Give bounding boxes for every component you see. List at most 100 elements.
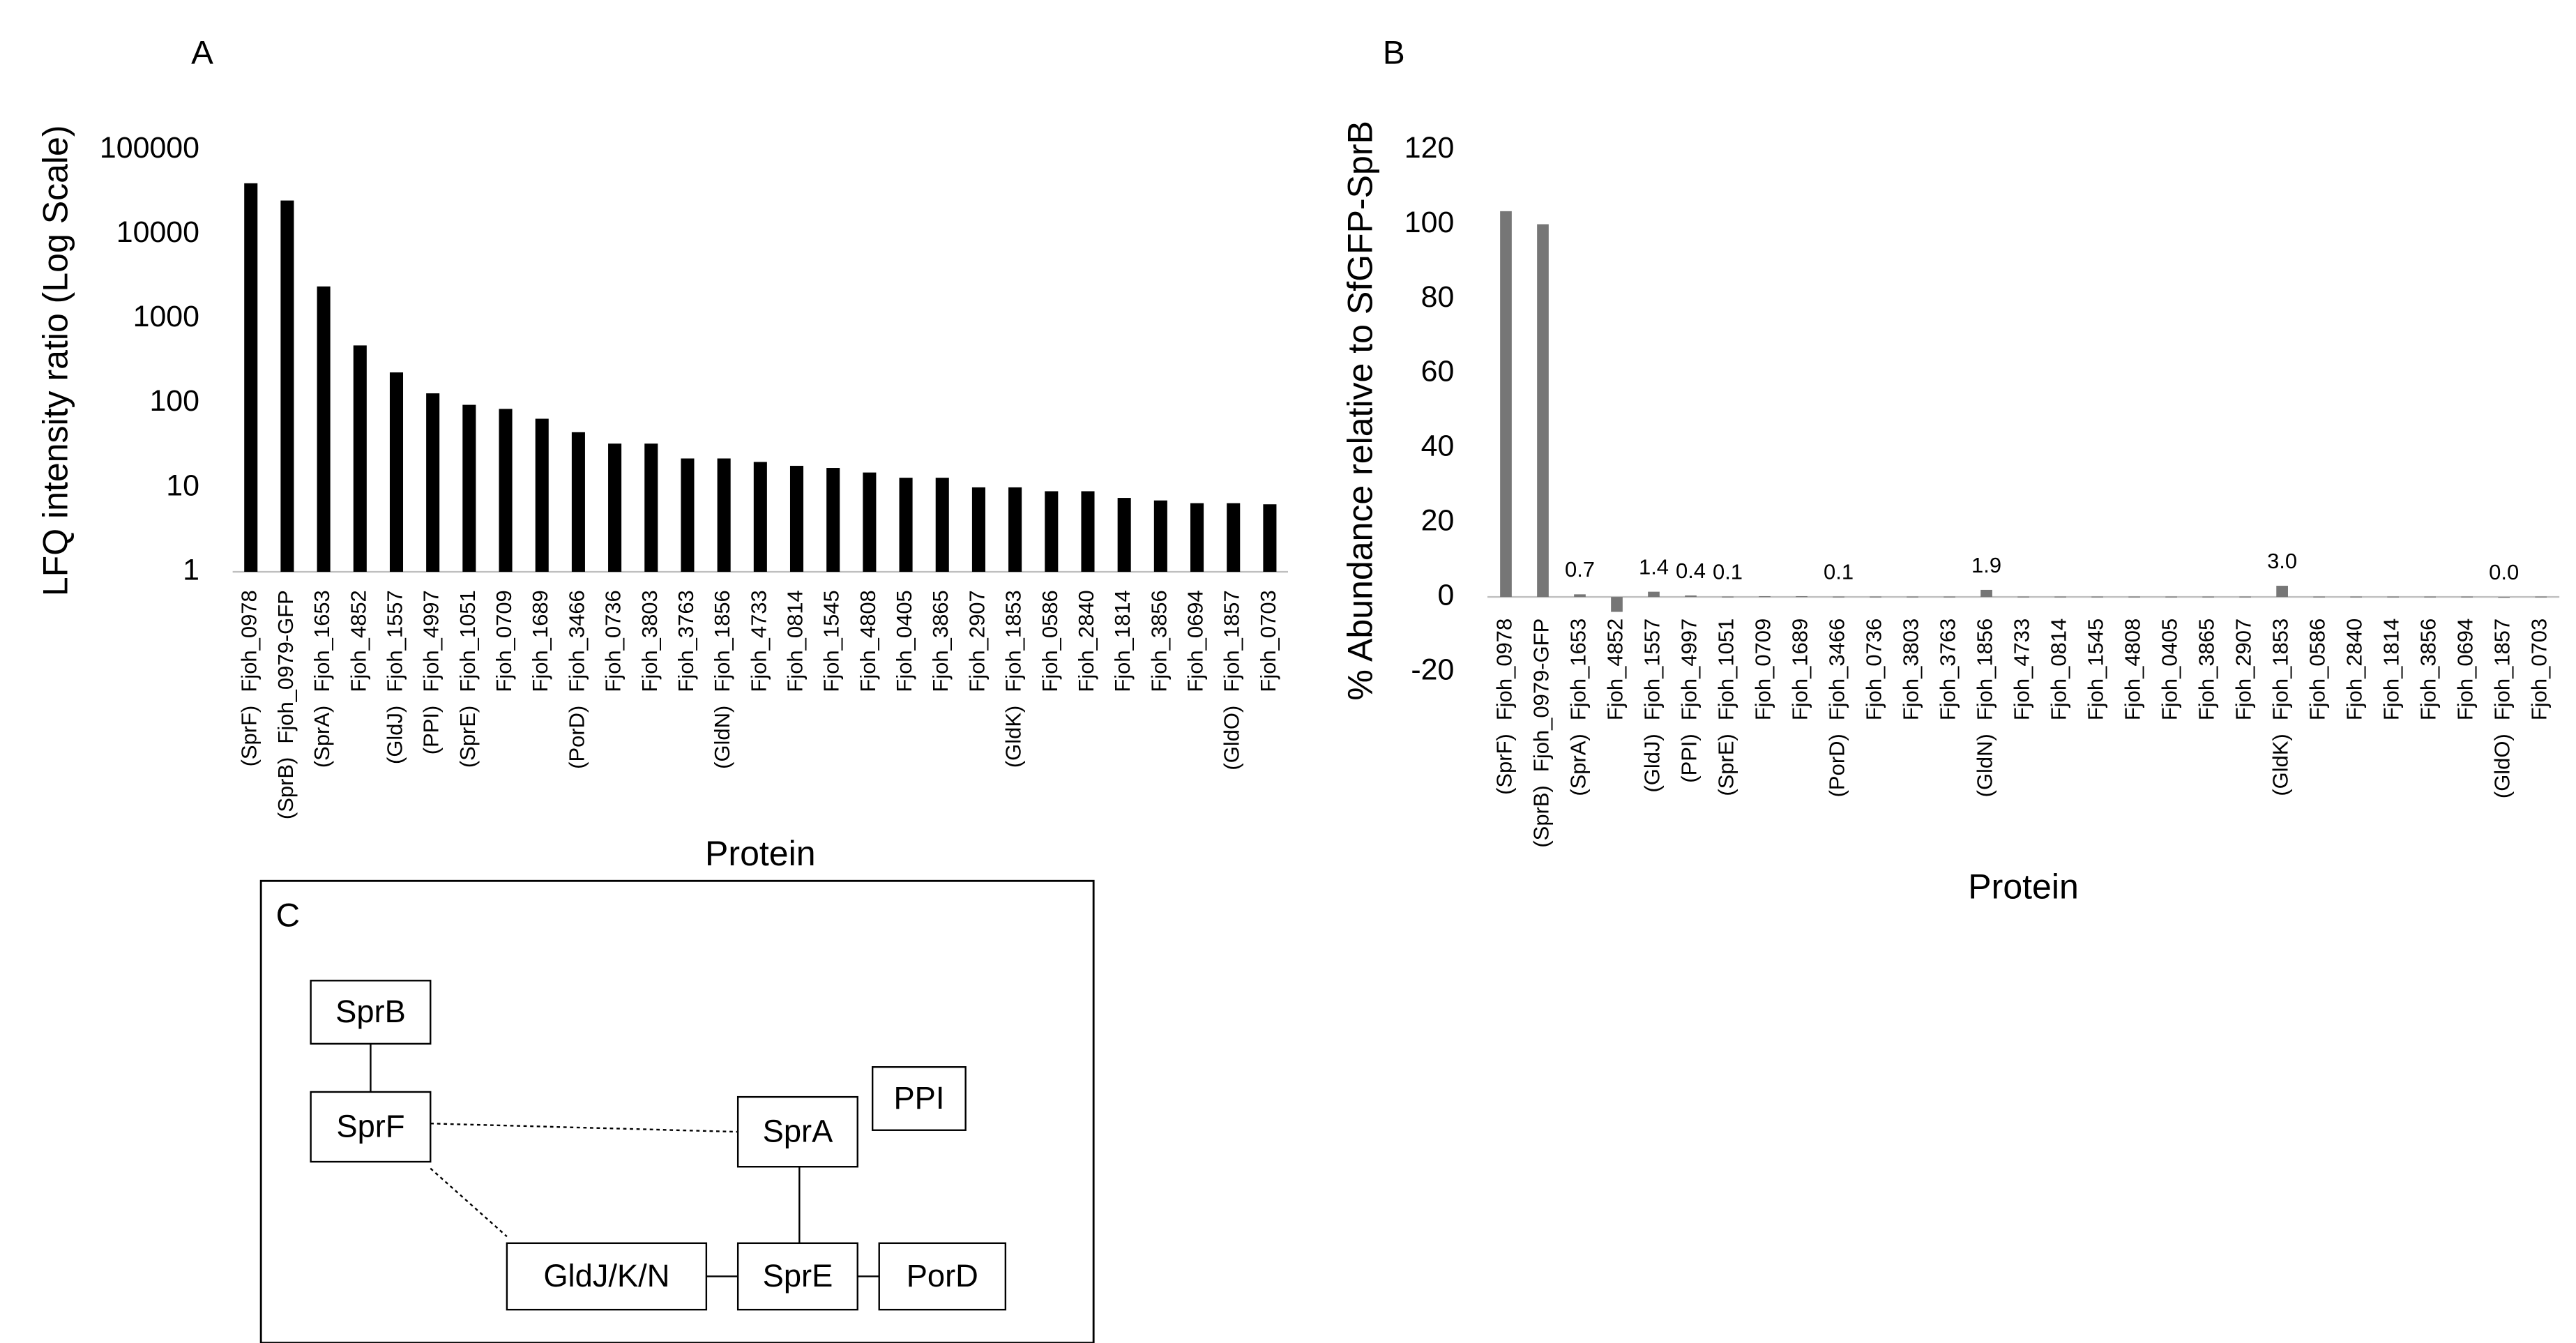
y-tick-label: -20 xyxy=(1411,653,1454,686)
x-tick-label: Fjoh_0736 xyxy=(1862,619,1886,720)
x-tick-label: (GldN) Fjoh_1856 xyxy=(710,590,734,769)
bar xyxy=(1045,491,1059,572)
category-name: Fjoh_3803 xyxy=(1899,619,1923,720)
x-tick-label: Fjoh_4852 xyxy=(1603,619,1628,720)
x-axis-title: Protein xyxy=(1968,867,2079,906)
bar xyxy=(1574,594,1586,598)
x-tick-label: Fjoh_0586 xyxy=(1038,590,1062,692)
bar xyxy=(863,472,877,572)
bar xyxy=(353,345,367,572)
category-name: Fjoh_2907 xyxy=(2232,619,2256,720)
category-name: Fjoh_4808 xyxy=(856,590,880,692)
node: PPI xyxy=(872,1066,967,1131)
category-name: Fjoh_0694 xyxy=(2453,619,2478,720)
category-name: Fjoh_3763 xyxy=(674,590,698,692)
category-name: Fjoh_1853 xyxy=(2268,619,2293,720)
bar xyxy=(753,462,767,572)
bar xyxy=(2165,596,2177,598)
bar xyxy=(1648,591,1660,598)
bar xyxy=(1227,503,1241,572)
x-tick-label: Fjoh_3803 xyxy=(637,590,662,692)
bar xyxy=(244,183,258,572)
x-tick-label: Fjoh_4852 xyxy=(346,590,370,692)
category-name: Fjoh_0709 xyxy=(492,590,516,692)
x-tick-label: (GldO) Fjoh_1857 xyxy=(2490,619,2515,798)
category-name: Fjoh_1814 xyxy=(1110,590,1135,692)
bar xyxy=(317,286,331,572)
category-alias: (PorD) xyxy=(565,706,589,769)
category-name: Fjoh_4852 xyxy=(346,590,370,692)
category-name: Fjoh_1051 xyxy=(455,590,480,692)
y-tick-label: 0 xyxy=(1437,578,1454,612)
bar xyxy=(1117,498,1131,572)
value-label: 1.9 xyxy=(1971,553,2001,577)
x-tick-label: Fjoh_2840 xyxy=(1074,590,1098,692)
category-name: Fjoh_3466 xyxy=(1825,619,1849,720)
category-alias: (GldN) xyxy=(1973,734,1997,797)
bar xyxy=(499,409,513,572)
x-tick-label: Fjoh_3803 xyxy=(1899,619,1923,720)
x-tick-label: (GldN) Fjoh_1856 xyxy=(1973,619,1997,798)
edge xyxy=(430,1123,738,1133)
x-tick-label: Fjoh_4733 xyxy=(747,590,771,692)
category-name: Fjoh_0736 xyxy=(601,590,626,692)
bar xyxy=(1722,596,1734,598)
bar xyxy=(280,200,294,572)
node: PorD xyxy=(878,1242,1007,1311)
category-name: Fjoh_1689 xyxy=(528,590,552,692)
bar xyxy=(2239,596,2251,598)
category-name: Fjoh_0814 xyxy=(2047,619,2071,720)
node: SprB xyxy=(310,980,432,1045)
category-name: Fjoh_4733 xyxy=(2010,619,2034,720)
category-name: Fjoh_4808 xyxy=(2121,619,2145,720)
x-tick-label: Fjoh_0405 xyxy=(892,590,916,692)
x-tick-label: (GldK) Fjoh_1853 xyxy=(1001,590,1026,768)
bar xyxy=(2387,596,2399,598)
category-alias: (GldK) xyxy=(1001,706,1026,768)
node-label: SprF xyxy=(336,1108,404,1144)
bar xyxy=(1190,503,1204,572)
panel-label: A xyxy=(191,34,213,71)
bar xyxy=(2128,596,2140,598)
category-name: Fjoh_1557 xyxy=(1640,619,1665,720)
x-tick-label: Fjoh_2840 xyxy=(2342,619,2367,720)
category-name: Fjoh_0736 xyxy=(1862,619,1886,720)
x-tick-label: Fjoh_1545 xyxy=(2084,619,2108,720)
x-tick-label: Fjoh_4808 xyxy=(856,590,880,692)
bar xyxy=(2054,596,2066,598)
category-name: Fjoh_1545 xyxy=(819,590,844,692)
category-name: Fjoh_0703 xyxy=(2527,619,2552,720)
category-alias: (SprF) xyxy=(237,706,262,767)
x-tick-label: Fjoh_3763 xyxy=(674,590,698,692)
bar xyxy=(1980,589,1992,598)
bar xyxy=(608,443,622,572)
category-alias: (GldJ) xyxy=(1640,734,1665,792)
node-label: SprE xyxy=(763,1258,833,1293)
bar xyxy=(1944,596,1955,598)
value-label: 0.1 xyxy=(1824,559,1854,584)
bar xyxy=(1759,596,1771,598)
bar xyxy=(2424,596,2436,598)
x-axis-title: Protein xyxy=(705,834,816,873)
category-alias: (GldO) xyxy=(1220,706,1244,771)
category-name: Fjoh_1051 xyxy=(1714,619,1738,720)
category-name: Fjoh_1653 xyxy=(1566,619,1591,720)
x-tick-label: Fjoh_3856 xyxy=(1147,590,1172,692)
y-tick-label: 20 xyxy=(1421,504,1455,538)
x-tick-label: Fjoh_1545 xyxy=(819,590,844,692)
category-alias: (PPI) xyxy=(419,706,444,755)
category-alias: (SprE) xyxy=(455,706,480,768)
x-tick-label: (PPI) Fjoh_4997 xyxy=(419,590,444,754)
category-name: Fjoh_0405 xyxy=(892,590,916,692)
category-name: Fjoh_3803 xyxy=(637,590,662,692)
panel-label: C xyxy=(276,897,300,934)
category-name: Fjoh_3466 xyxy=(565,590,589,692)
x-tick-label: Fjoh_4808 xyxy=(2121,619,2145,720)
y-tick-label: 60 xyxy=(1421,355,1455,388)
x-tick-label: Fjoh_0736 xyxy=(601,590,626,692)
category-alias: (PorD) xyxy=(1825,734,1849,797)
x-tick-label: Fjoh_0694 xyxy=(2453,619,2478,720)
category-name: Fjoh_3856 xyxy=(2416,619,2441,720)
category-name: Fjoh_0978 xyxy=(237,590,262,692)
